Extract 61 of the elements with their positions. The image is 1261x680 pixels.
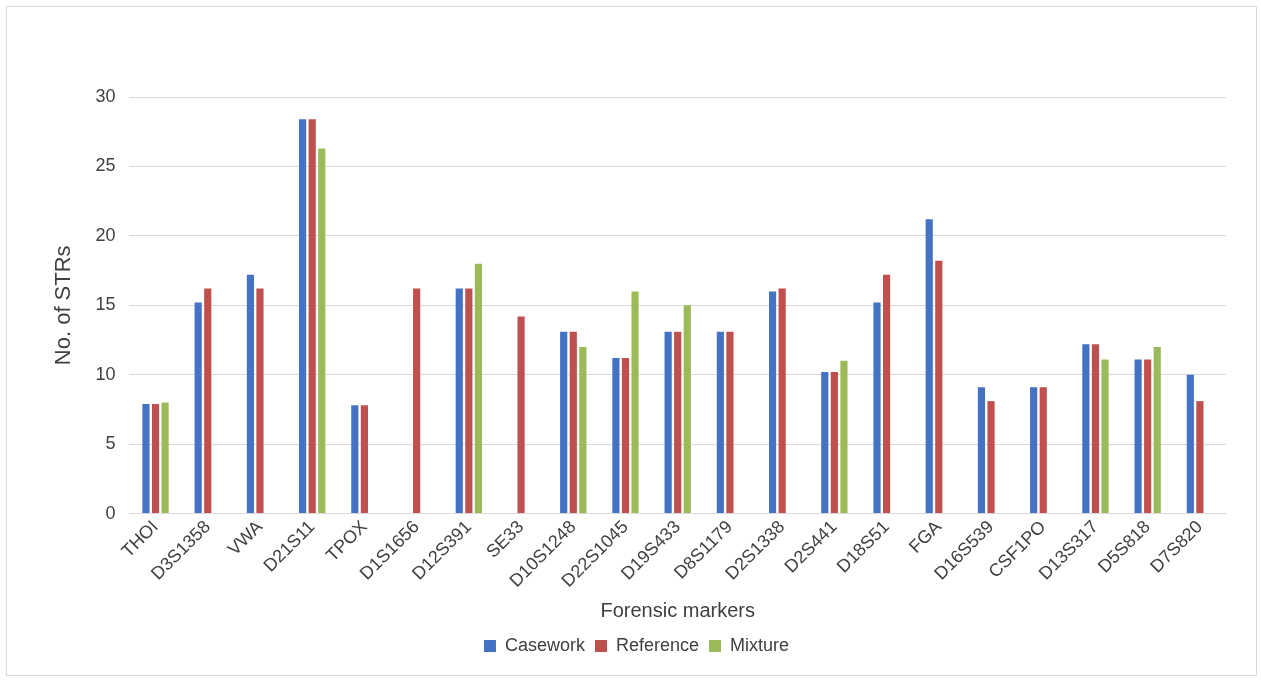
bar (1082, 344, 1090, 514)
bar (151, 403, 160, 514)
legend-label: Mixture (730, 634, 790, 655)
bar (246, 274, 254, 514)
bar (579, 346, 587, 514)
bar (674, 331, 682, 514)
bar (664, 331, 672, 514)
bar (1134, 359, 1142, 514)
bar (1091, 344, 1100, 514)
bar (925, 219, 933, 514)
bar (1196, 401, 1204, 514)
bar (726, 331, 734, 514)
bar (455, 288, 463, 514)
bar (413, 288, 421, 514)
bar (1039, 387, 1047, 514)
bar (517, 316, 525, 514)
bar (977, 387, 986, 514)
bar (873, 302, 881, 514)
bar (821, 371, 829, 514)
y-tick-label: 20 (95, 224, 116, 245)
bar (768, 291, 777, 514)
bar (631, 291, 639, 514)
bar (683, 305, 691, 514)
bar (360, 405, 368, 514)
bar (882, 274, 891, 514)
y-tick-label: 15 (95, 294, 116, 315)
bar (830, 371, 838, 514)
bar (1101, 359, 1109, 514)
bar (1186, 374, 1194, 514)
bar (256, 288, 264, 514)
x-axis-title: Forensic markers (600, 598, 755, 621)
bar (194, 302, 202, 514)
bar (318, 148, 326, 514)
legend-label: Casework (504, 634, 586, 655)
y-tick-label: 25 (95, 155, 116, 176)
bar (569, 331, 577, 514)
bar (560, 331, 568, 514)
bar (1144, 359, 1152, 514)
bar (161, 402, 169, 514)
y-axis-title: No. of STRs (50, 245, 76, 366)
y-tick-label: 30 (95, 85, 116, 106)
bar (621, 358, 630, 514)
bar (1030, 387, 1038, 514)
bar (204, 288, 212, 514)
bar (299, 119, 307, 514)
bar (308, 119, 316, 514)
bar (612, 358, 620, 514)
bar (778, 288, 786, 514)
bar (840, 360, 848, 514)
bar (465, 288, 473, 514)
bar (935, 260, 943, 514)
bar (1153, 346, 1161, 514)
bar (716, 331, 724, 514)
bar (474, 263, 482, 514)
bar (351, 405, 359, 514)
y-tick-label: 5 (105, 433, 116, 454)
bar (142, 403, 150, 514)
bar (987, 401, 995, 514)
legend-label: Reference (615, 634, 700, 655)
y-tick-label: 0 (105, 502, 116, 523)
y-tick-label: 10 (95, 363, 116, 384)
